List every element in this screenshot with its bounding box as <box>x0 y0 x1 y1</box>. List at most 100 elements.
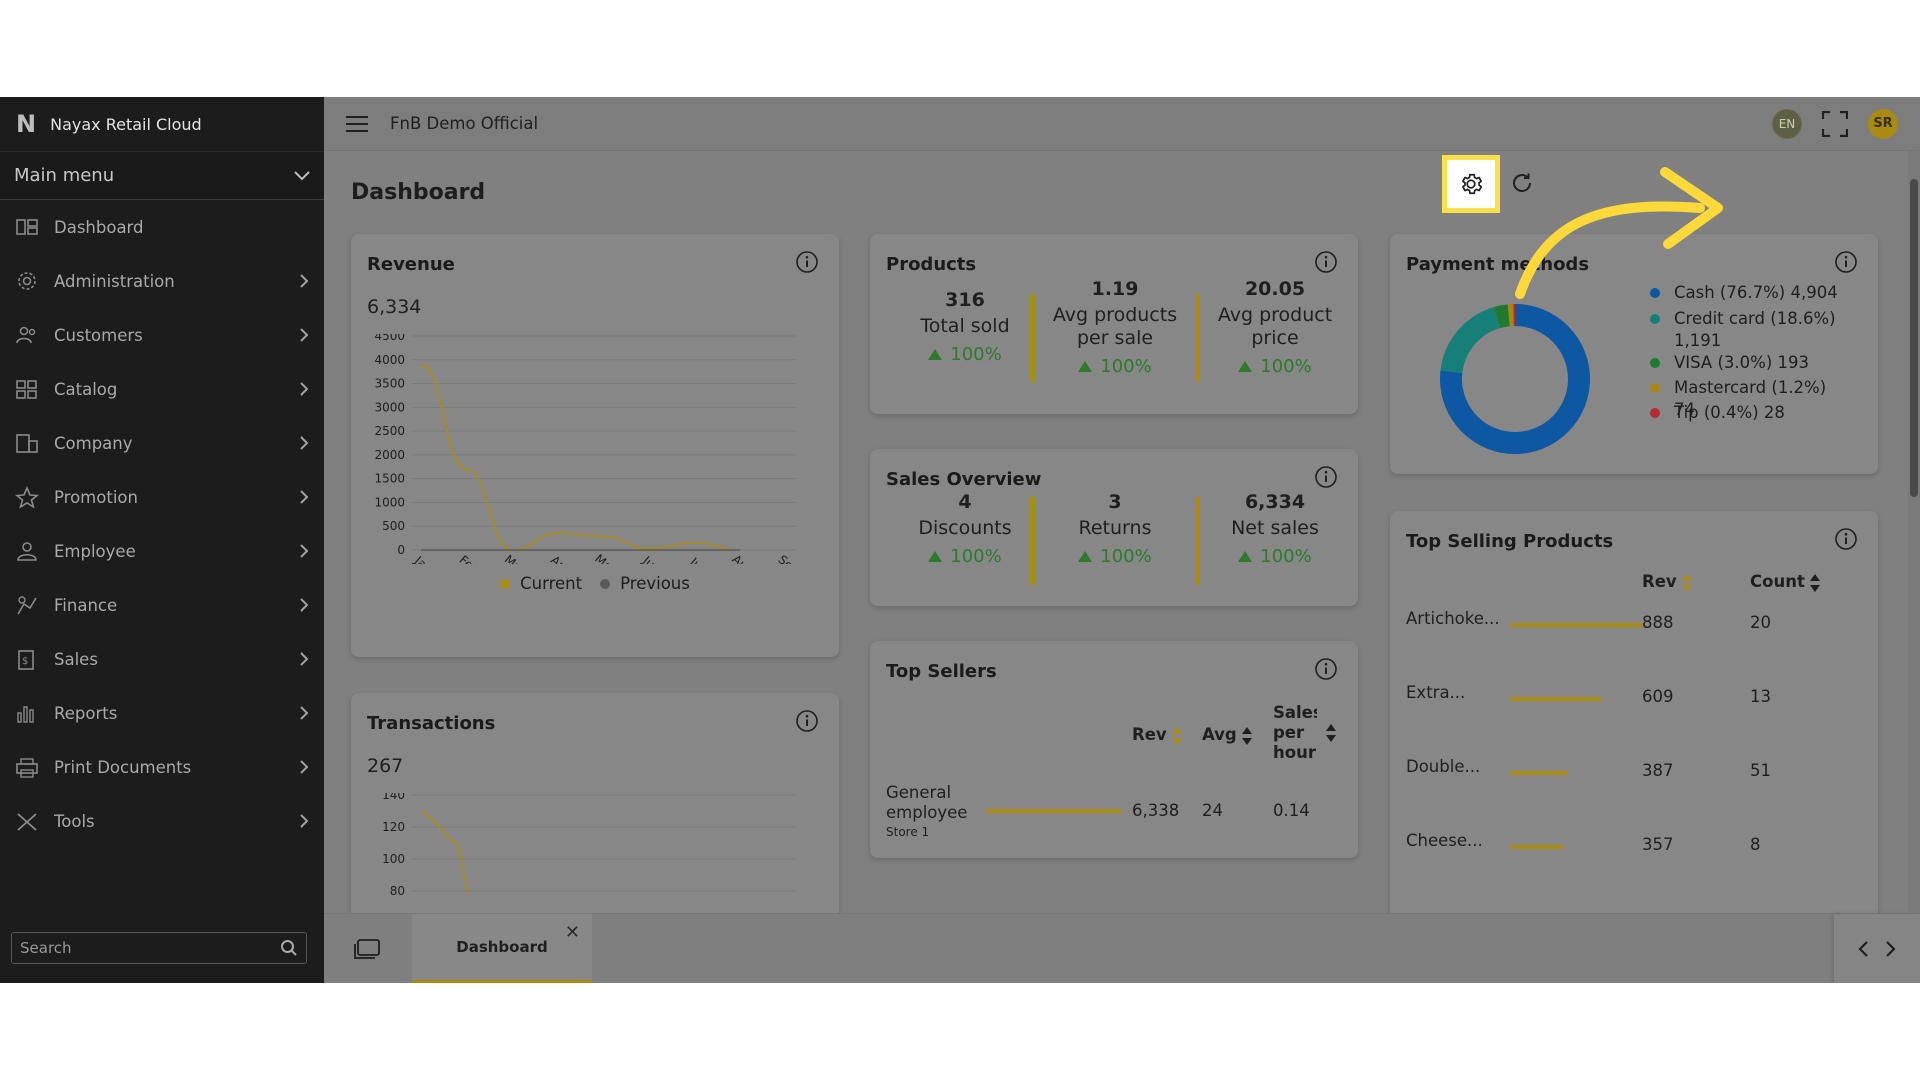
card-title: Products <box>886 254 977 275</box>
sidebar-item-sales[interactable]: $ Sales <box>0 632 324 686</box>
sidebar-item-tools[interactable]: Tools <box>0 794 324 848</box>
stat-total-sold: 316 Total sold 100% <box>890 289 1040 365</box>
close-icon[interactable]: ✕ <box>564 922 580 943</box>
payment-legend-item[interactable]: VISA (3.0%) 193 <box>1650 352 1850 374</box>
chevron-right-icon[interactable] <box>1885 940 1897 958</box>
info-icon[interactable] <box>795 250 819 274</box>
card-title: Payment methods <box>1406 254 1590 275</box>
payment-legend-item[interactable]: Mastercard (1.2%) 74 <box>1650 377 1850 421</box>
top-sellers-card: Top Sellers Rev Avg Sales per hour Gener… <box>870 641 1358 858</box>
sales-icon: $ <box>14 648 40 670</box>
col-rev-header[interactable]: Rev <box>1132 725 1183 746</box>
card-title: Revenue <box>367 254 455 275</box>
payment-legend-item[interactable]: Credit card (18.6%) 1,191 <box>1650 308 1850 352</box>
hamburger-menu-icon[interactable] <box>346 115 368 132</box>
scrollbar[interactable] <box>1908 151 1920 913</box>
legend-current[interactable]: Current <box>500 574 582 593</box>
sidebar-item-dashboard[interactable]: Dashboard <box>0 200 324 254</box>
divider <box>1195 294 1200 382</box>
x-tick-label: Jan <box>411 553 435 564</box>
chevron-down-icon <box>294 170 310 180</box>
users-icon <box>14 324 40 346</box>
sidebar-search[interactable] <box>11 932 307 964</box>
divider <box>1195 497 1200 585</box>
sidebar-item-reports[interactable]: Reports <box>0 686 324 740</box>
payment-legend-item[interactable]: Cash (76.7%) 4,904 <box>1650 282 1850 304</box>
info-icon[interactable] <box>1834 527 1858 551</box>
user-avatar[interactable]: SR <box>1868 108 1898 139</box>
up-arrow-icon <box>1238 551 1253 562</box>
product-count: 13 <box>1750 687 1771 706</box>
sidebar-item-catalog[interactable]: Catalog <box>0 362 324 416</box>
sort-icon <box>1241 726 1252 745</box>
sidebar-item-promotion[interactable]: Promotion <box>0 470 324 524</box>
refresh-icon[interactable] <box>1510 171 1534 195</box>
seller-rev: 6,338 <box>1132 801 1180 820</box>
tabs-overview-icon[interactable] <box>354 939 380 959</box>
top-selling-products-card: Top Selling Products Rev Count Artichoke… <box>1390 511 1878 931</box>
stat-value: 3 <box>1108 491 1122 513</box>
product-name: Double... <box>1406 757 1481 776</box>
sidebar-item-employee[interactable]: Employee <box>0 524 324 578</box>
col-label: Rev <box>1642 572 1677 591</box>
info-icon[interactable] <box>1314 657 1338 681</box>
sidebar-item-finance[interactable]: Finance <box>0 578 324 632</box>
payment-legend-item[interactable]: Tip (0.4%) 28 <box>1650 402 1850 424</box>
main-menu-toggle[interactable]: Main menu <box>0 151 324 200</box>
y-tick-label: 3000 <box>374 400 405 414</box>
donut-slice[interactable] <box>1440 304 1590 454</box>
search-input[interactable] <box>20 939 280 957</box>
stat-change: 100% <box>890 546 1040 567</box>
fullscreen-icon[interactable] <box>1822 110 1848 137</box>
legend-previous[interactable]: Previous <box>600 574 690 593</box>
info-icon[interactable] <box>795 709 819 733</box>
legend-dot <box>1650 358 1660 368</box>
chevron-right-icon <box>300 328 309 342</box>
x-tick-label: Jul <box>687 554 708 564</box>
stat-returns: 3 Returns 100% <box>1035 491 1195 567</box>
col-rev-header[interactable]: Rev <box>1642 572 1693 593</box>
product-rev-bar <box>1510 845 1564 849</box>
col-count-header[interactable]: Count <box>1750 572 1821 593</box>
stat-change: 100% <box>890 344 1040 365</box>
stat-label: Discounts <box>918 517 1012 539</box>
brand[interactable]: N Nayax Retail Cloud <box>0 97 324 151</box>
seller-name: General employee <box>886 783 968 822</box>
y-tick-label: 3500 <box>374 377 405 391</box>
col-sales-per-hour-header[interactable]: Sales per hour <box>1273 703 1337 763</box>
svg-text:$: $ <box>22 656 28 667</box>
transactions-value: 267 <box>367 755 404 777</box>
sidebar-item-company[interactable]: Company <box>0 416 324 470</box>
up-arrow-icon <box>928 551 943 562</box>
divider <box>1030 294 1035 382</box>
tab-dashboard[interactable]: Dashboard ✕ <box>412 914 592 983</box>
scrollbar-thumb[interactable] <box>1910 179 1918 497</box>
sidebar-item-customers[interactable]: Customers <box>0 308 324 362</box>
series-line-current <box>420 810 470 895</box>
organization-name[interactable]: FnB Demo Official <box>390 114 539 133</box>
printer-icon <box>14 756 40 778</box>
legend-label: Mastercard (1.2%) 74 <box>1674 378 1827 419</box>
col-label: Count <box>1750 572 1805 591</box>
sidebar-item-administration[interactable]: Administration <box>0 254 324 308</box>
stat-label: Net sales <box>1231 517 1319 539</box>
col-avg-header[interactable]: Avg <box>1202 725 1253 746</box>
gear-icon <box>14 270 40 292</box>
x-tick-label: Mar <box>502 552 528 564</box>
language-selector[interactable]: EN <box>1772 108 1802 139</box>
tab-pager <box>1834 914 1920 983</box>
sidebar-item-print-documents[interactable]: Print Documents <box>0 740 324 794</box>
chevron-left-icon[interactable] <box>1857 940 1869 958</box>
dashboard-settings-button[interactable] <box>1442 155 1500 213</box>
payment-methods-card: Payment methods Cash (76.7%) 4,904 Credit… <box>1390 234 1878 474</box>
card-title: Top Selling Products <box>1406 531 1614 552</box>
sidebar-item-label: Dashboard <box>54 217 144 237</box>
info-icon[interactable] <box>1314 465 1338 489</box>
search-icon[interactable] <box>280 939 298 957</box>
info-icon[interactable] <box>1834 250 1858 274</box>
app-frame: N Nayax Retail Cloud Main menu Dashboard… <box>0 97 1920 983</box>
stat-label: Total sold <box>920 315 1010 337</box>
chevron-right-icon <box>300 436 309 450</box>
stat-change: 100% <box>1035 356 1195 377</box>
info-icon[interactable] <box>1314 250 1338 274</box>
